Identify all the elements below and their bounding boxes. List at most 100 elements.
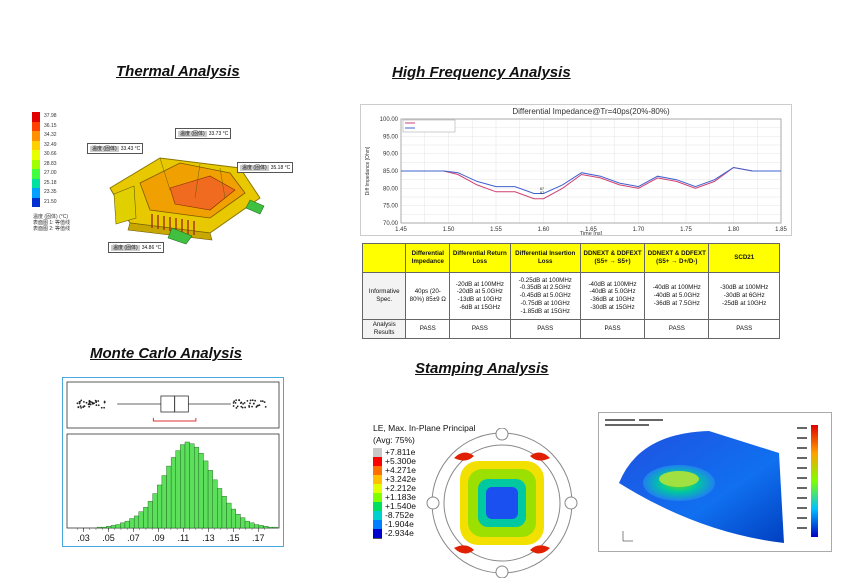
outlier-point <box>260 400 262 402</box>
monte-carlo-histogram: .03 .05 .07 .09 .11 .13 .15 .17 <box>66 381 280 543</box>
histogram-bar <box>143 507 149 529</box>
histogram-x-tick: .09 <box>152 533 165 543</box>
outlier-point <box>236 405 239 408</box>
histogram-bar <box>235 514 241 529</box>
differential-impedance-chart: Differential Impedance@Tr=40ps(20%-80%) 1… <box>365 107 787 237</box>
thermal-legend-value: 21.50 <box>44 198 57 205</box>
thermal-legend-swatch <box>32 169 40 179</box>
outlier-point <box>89 403 92 406</box>
spec-table-cell: -40dB at 100MHz -40dB at 5.0GHz -36dB at 1… <box>579 272 646 320</box>
outlier-point <box>76 402 79 405</box>
histogram-bar <box>221 495 227 529</box>
histogram-bar <box>203 460 209 529</box>
histogram-bar <box>184 441 190 529</box>
x-tick-label: 1.65 <box>585 227 597 233</box>
monte-carlo-frame: .03 .05 .07 .09 .11 .13 .15 .17 <box>62 377 284 547</box>
thermal-callout: 温度 (固体) 33.43 °C <box>87 143 144 154</box>
outlier-point <box>258 404 261 407</box>
outlier-point <box>85 401 88 404</box>
spec-table-cell: -0.25dB at 100MHz -0.35dB at 2.5GHz -0.45d… <box>509 272 581 320</box>
histogram-x-tick: .07 <box>127 533 140 543</box>
outlier-point <box>235 407 238 409</box>
impedance-chart-frame: Differential Impedance@Tr=40ps(20%-80%) 1… <box>360 104 792 237</box>
high-frequency-analysis-title: High Frequency Analysis <box>392 64 571 81</box>
histogram-bar <box>170 457 176 529</box>
spec-table-cell: PASS <box>708 319 780 339</box>
stamping-analysis-title: Stamping Analysis <box>415 360 549 377</box>
outlier-point <box>246 399 249 402</box>
histogram-bar <box>230 508 236 529</box>
histogram-x-tick: .15 <box>227 533 240 543</box>
outlier-point <box>233 400 236 403</box>
stamping-part-topview <box>426 428 578 578</box>
outlier-point <box>78 402 81 405</box>
thermal-legend-swatch <box>32 150 40 160</box>
impedance-series-line <box>401 166 781 200</box>
histogram-bar <box>110 525 116 529</box>
thermal-legend-value: 37.98 <box>44 113 57 119</box>
outlier-point <box>238 399 240 401</box>
stamping-legend-value: -1.904e <box>385 519 414 529</box>
thermal-legend-value: 32.49 <box>44 141 57 148</box>
x-tick-label: 1.55 <box>490 227 502 233</box>
outlier-point <box>103 401 106 404</box>
y-tick-label: 70.00 <box>383 221 399 227</box>
stamping-legend-panel: LE, Max. In-Plane Principal (Avg: 75%) +… <box>363 412 508 562</box>
spec-table-header-cell: Differential Return Loss <box>449 243 511 273</box>
stamping-legend-title: LE, Max. In-Plane Principal <box>373 423 476 433</box>
histogram-bar <box>198 452 204 529</box>
histogram-bar <box>157 484 163 529</box>
thermal-legend-note: 温度 (固体) (°C) <box>33 214 69 220</box>
spec-table: Differential Impedance Differential Retur… <box>361 243 780 339</box>
histogram-bar <box>124 520 130 529</box>
outlier-point <box>248 405 250 407</box>
chart-title: Differential Impedance@Tr=40ps(20%-80%) <box>512 107 670 116</box>
outlier-point <box>263 401 266 404</box>
y-tick-label: 95.00 <box>383 134 399 140</box>
x-tick-label: 1.50 <box>443 227 455 233</box>
histogram-x-tick: .05 <box>102 533 115 543</box>
y-axis-label: Diff Impedance [Ohm] <box>365 146 371 195</box>
histogram-bar <box>138 511 144 529</box>
histogram-bar <box>161 475 167 529</box>
y-tick-label: 85.00 <box>383 169 399 175</box>
histogram-bar <box>272 526 278 529</box>
spec-table-header-cell: Differential Impedance <box>405 243 451 273</box>
outlier-point <box>254 399 257 402</box>
stamping-3d-view <box>598 412 832 552</box>
histogram-bar <box>106 526 112 529</box>
outlier-point <box>252 402 255 405</box>
thermal-legend-value: 23.35 <box>44 189 57 195</box>
stamping-legend-value: -8.752e <box>385 510 414 520</box>
x-tick-label: 1.80 <box>728 227 740 233</box>
outlier-point <box>103 406 106 409</box>
outlier-point <box>255 406 258 408</box>
outlier-point <box>79 400 81 403</box>
spec-table-header-cell: DDNEXT & DDFEXT (S5+ → D+/D-) <box>644 243 710 273</box>
histogram-bar <box>97 526 103 529</box>
spec-table-cell: PASS <box>405 319 451 339</box>
stamping-legend-value: +1.183e <box>385 492 416 502</box>
outlier-point <box>80 406 82 409</box>
monte-carlo-analysis-title: Monte Carlo Analysis <box>90 345 242 362</box>
stamping-legend-value: +3.242e <box>385 474 416 484</box>
histogram-bar <box>152 493 158 529</box>
histogram-bar <box>175 450 181 529</box>
histogram-x-tick: .13 <box>202 533 215 543</box>
spec-table-cell: PASS <box>644 319 710 339</box>
outlier-point <box>251 405 253 408</box>
outlier-point <box>242 403 244 405</box>
outlier-point <box>261 400 264 403</box>
thermal-legend-swatch <box>32 140 40 150</box>
thermal-legend-note-3: 表面图 2: 等值线 <box>33 226 70 232</box>
stamping-legend-scale: +7.811e +5.300e +4.271e +3.242e +2.212e +1.18… <box>373 447 443 543</box>
x-axis-label: Time [ns] <box>580 231 603 235</box>
spec-table-cell: 40ps (20-80%) 85±9 Ω <box>405 272 451 320</box>
thermal-legend-swatch <box>32 159 40 169</box>
spec-table-cell: Analysis Results <box>361 319 407 339</box>
outlier-point <box>249 399 252 402</box>
histogram-bar <box>226 502 232 529</box>
outlier-point <box>83 405 85 408</box>
outlier-point <box>77 406 80 409</box>
spec-table-header-cell: Differential Insertion Loss <box>509 243 581 273</box>
